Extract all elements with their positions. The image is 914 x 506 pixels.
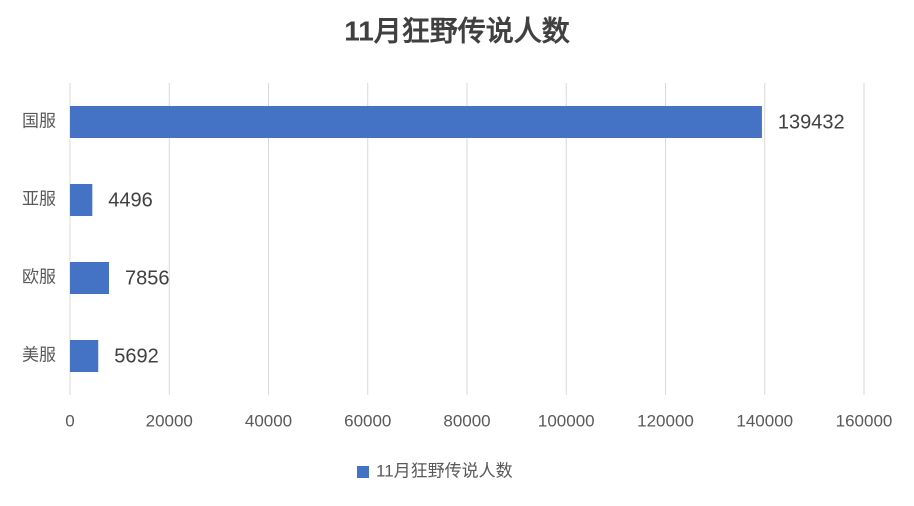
bar	[70, 340, 99, 372]
value-label: 139432	[778, 111, 845, 133]
bar	[70, 262, 109, 294]
bar	[70, 106, 762, 138]
x-tick-label: 40000	[245, 411, 292, 430]
y-tick-label: 欧服	[22, 267, 56, 286]
x-tick-label: 140000	[736, 411, 793, 430]
y-tick-label: 亚服	[22, 189, 56, 208]
x-tick-label: 100000	[538, 411, 595, 430]
legend-swatch	[357, 466, 369, 478]
legend-label: 11月狂野传说人数	[376, 461, 513, 480]
x-tick-label: 0	[65, 411, 74, 430]
x-tick-label: 120000	[637, 411, 694, 430]
bar	[70, 184, 93, 216]
x-tick-label: 80000	[443, 411, 490, 430]
x-tick-label: 160000	[836, 411, 893, 430]
value-label: 4496	[108, 189, 153, 211]
x-tick-label: 20000	[146, 411, 193, 430]
value-label: 7856	[125, 267, 170, 289]
x-tick-label: 60000	[344, 411, 391, 430]
y-tick-label: 国服	[22, 111, 56, 130]
chart-title: 11月狂野传说人数	[344, 15, 571, 46]
value-label: 5692	[114, 345, 159, 367]
y-tick-label: 美服	[22, 345, 56, 364]
